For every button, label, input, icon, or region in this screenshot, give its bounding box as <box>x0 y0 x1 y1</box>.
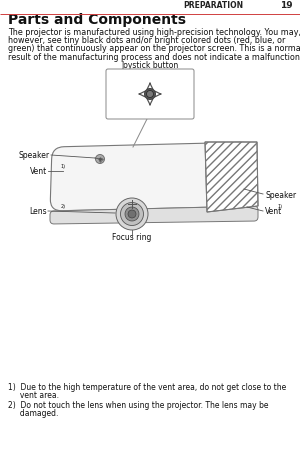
Circle shape <box>121 203 143 226</box>
Text: 2): 2) <box>61 204 66 208</box>
Text: green) that continuously appear on the projector screen. This is a normal: green) that continuously appear on the p… <box>8 44 300 53</box>
Text: Vent: Vent <box>30 167 47 176</box>
Circle shape <box>116 199 148 231</box>
PathPatch shape <box>50 206 258 225</box>
Text: 2)  Do not touch the lens when using the projector. The lens may be: 2) Do not touch the lens when using the … <box>8 400 268 409</box>
Circle shape <box>95 155 104 164</box>
Circle shape <box>145 89 155 100</box>
Text: 1): 1) <box>278 204 283 208</box>
Text: 1): 1) <box>61 163 66 169</box>
Text: Parts and Components: Parts and Components <box>8 13 186 27</box>
Text: Speaker: Speaker <box>19 151 50 160</box>
Text: result of the manufacturing process and does not indicate a malfunction.: result of the manufacturing process and … <box>8 52 300 62</box>
Text: however, see tiny black dots and/or bright colored dots (red, blue, or: however, see tiny black dots and/or brig… <box>8 36 285 45</box>
Text: vent area.: vent area. <box>8 390 59 399</box>
Circle shape <box>125 207 139 221</box>
Text: Focus ring: Focus ring <box>112 232 152 242</box>
Circle shape <box>128 211 136 219</box>
Text: PREPARATION: PREPARATION <box>183 1 243 10</box>
PathPatch shape <box>50 143 257 211</box>
FancyBboxPatch shape <box>106 70 194 120</box>
Polygon shape <box>205 143 258 213</box>
Text: Speaker: Speaker <box>265 190 296 199</box>
Text: 1)  Due to the high temperature of the vent area, do not get close to the: 1) Due to the high temperature of the ve… <box>8 382 286 391</box>
Text: Vent: Vent <box>265 207 282 216</box>
Text: The projector is manufactured using high-precision technology. You may,: The projector is manufactured using high… <box>8 28 300 37</box>
Text: damaged.: damaged. <box>8 408 59 417</box>
Text: Lens: Lens <box>29 207 47 216</box>
Text: Joystick button: Joystick button <box>122 61 178 70</box>
Circle shape <box>146 91 154 98</box>
Text: 19: 19 <box>280 1 293 10</box>
